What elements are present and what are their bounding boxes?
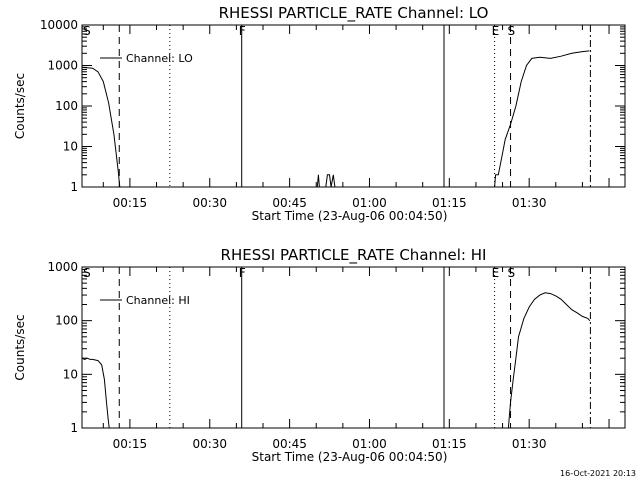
- legend-label: Channel: HI: [126, 294, 190, 307]
- x-tick-label: 00:45: [272, 196, 307, 210]
- y-tick-label: 10000: [40, 18, 78, 32]
- edge-marker-label: S: [83, 266, 91, 280]
- plot-frame: [81, 24, 626, 188]
- x-axis-label: Start Time (23-Aug-06 00:04:50): [252, 209, 448, 223]
- data-series-line-3: [325, 174, 336, 188]
- edge-marker-label: S: [83, 24, 91, 38]
- y-tick-label: 1: [70, 421, 78, 435]
- footer-timestamp: 16-Oct-2021 20:13: [560, 469, 636, 478]
- chart-panel-2: RHESSI PARTICLE_RATE Channel: HI 1 10 100 10…: [13, 246, 626, 464]
- x-tick-label: 01:00: [352, 196, 387, 210]
- data-series-line-1: [81, 357, 110, 429]
- x-tick-label: 00:15: [113, 437, 148, 451]
- data-series-line-1: [81, 66, 121, 188]
- chart-panel-1: RHESSI PARTICLE_RATE Channel: LO 1 10 100 10…: [13, 4, 626, 223]
- x-tick-label: 01:00: [352, 437, 387, 451]
- x-tick-label: 00:30: [192, 437, 227, 451]
- event-marker-label: F: [239, 24, 246, 38]
- event-marker-label: E: [492, 266, 500, 280]
- x-axis-label: Start Time (23-Aug-06 00:04:50): [252, 450, 448, 464]
- legend-label: Channel: LO: [126, 52, 193, 65]
- chart-title: RHESSI PARTICLE_RATE Channel: LO: [219, 4, 489, 23]
- y-tick-label: 1: [70, 180, 78, 194]
- x-tick-label: 01:30: [512, 196, 547, 210]
- x-tick-label: 00:30: [192, 196, 227, 210]
- plot-frame: [81, 266, 626, 429]
- y-axis-label: Counts/sec: [13, 314, 27, 380]
- event-marker-label: S: [508, 266, 516, 280]
- x-tick-label: 01:15: [432, 196, 467, 210]
- chart-title: RHESSI PARTICLE_RATE Channel: HI: [221, 246, 487, 265]
- y-tick-label: 10: [63, 367, 78, 381]
- y-tick-label: 10: [63, 140, 78, 154]
- event-marker-label: S: [508, 24, 516, 38]
- x-tick-label: 00:45: [272, 437, 307, 451]
- data-series-line-4: [494, 50, 590, 188]
- x-tick-label: 00:15: [113, 196, 148, 210]
- data-series-line-2: [316, 174, 320, 188]
- event-marker-label: F: [239, 266, 246, 280]
- x-tick-label: 01:15: [432, 437, 467, 451]
- y-tick-label: 100: [55, 314, 78, 328]
- event-marker-label: E: [492, 24, 500, 38]
- y-axis-label: Counts/sec: [13, 73, 27, 139]
- y-tick-label: 1000: [47, 260, 78, 274]
- x-tick-label: 01:30: [512, 437, 547, 451]
- data-series-line-2: [507, 292, 591, 429]
- y-tick-label: 1000: [47, 59, 78, 73]
- y-tick-label: 100: [55, 99, 78, 113]
